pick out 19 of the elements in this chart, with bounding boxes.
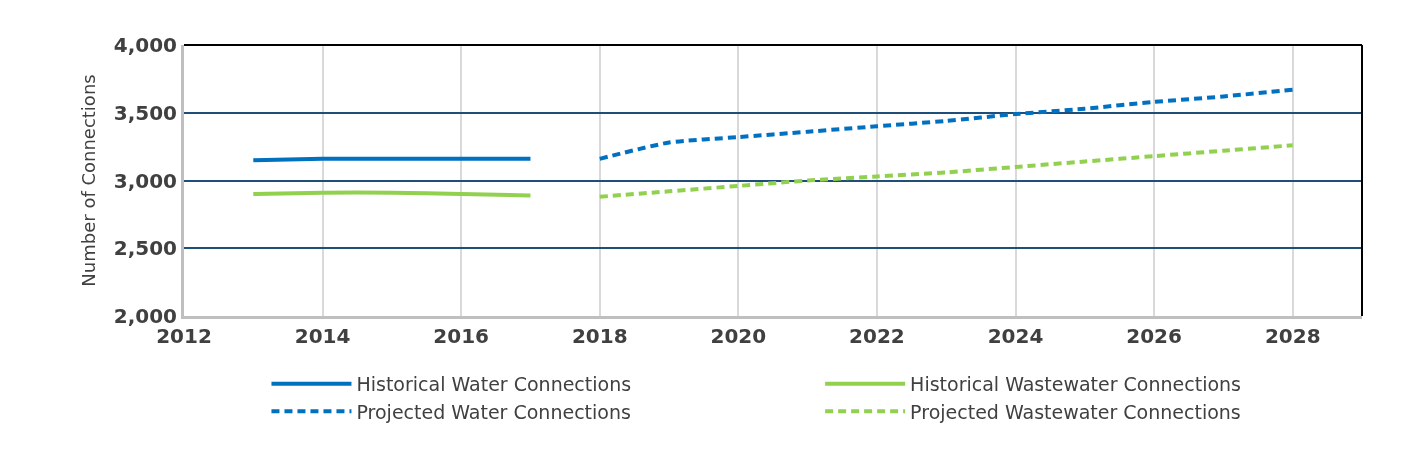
x-tick-label: 2014 xyxy=(294,324,351,348)
x-tick-label: 2018 xyxy=(571,324,628,348)
x-tick-label: 2026 xyxy=(1126,324,1182,348)
legend-label: Historical Wastewater Connections xyxy=(910,373,1241,396)
legend-label: Historical Water Connections xyxy=(356,373,632,396)
line-series xyxy=(597,143,1295,199)
legend-label: Projected Water Connections xyxy=(356,400,631,423)
line-series xyxy=(597,87,1295,161)
x-tick-label: 2020 xyxy=(710,324,767,348)
legend-label: Projected Wastewater Connections xyxy=(910,400,1241,423)
x-tick-label: 2028 xyxy=(1264,324,1321,348)
y-tick-label: 3,000 xyxy=(113,168,177,193)
y-tick-label: 3,500 xyxy=(113,100,177,125)
y-axis-title: Number of Connections xyxy=(77,74,99,287)
y-tick-label: 4,000 xyxy=(113,33,177,57)
x-tick-label: 2016 xyxy=(433,324,490,348)
x-tick-label: 2022 xyxy=(849,324,905,348)
y-tick-label: 2,500 xyxy=(113,236,177,261)
x-tick-label: 2024 xyxy=(987,324,1044,348)
